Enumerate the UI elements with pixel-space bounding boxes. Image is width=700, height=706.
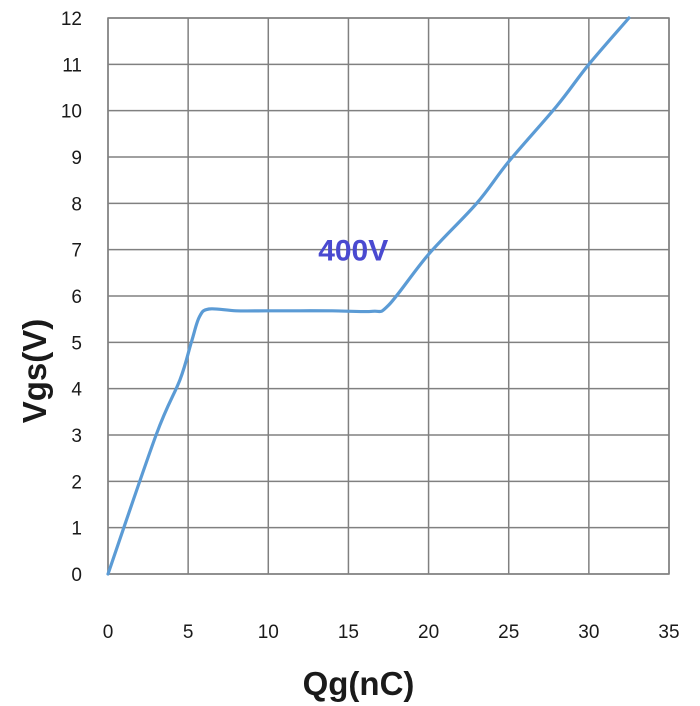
x-tick-label: 0 [103,622,114,643]
series-annotation: 400V [318,235,388,268]
y-tick-label: 1 [71,519,82,540]
y-tick-label: 9 [71,148,82,169]
y-tick-label: 8 [71,194,82,215]
y-tick-label: 7 [71,241,82,262]
y-tick-label: 0 [71,565,82,586]
y-tick-label: 11 [62,55,82,76]
plot-area [107,17,670,575]
annotation-layer: 400V [318,235,388,268]
series-line [106,16,631,576]
x-tick-label: 30 [578,622,599,643]
x-tick-label: 20 [418,622,439,643]
y-tick-label: 2 [71,472,82,493]
y-tick-label: 3 [71,426,82,447]
series-layer [106,16,631,576]
x-tick-label: 15 [338,622,359,643]
grid [107,17,670,575]
y-tick-label: 4 [71,380,82,401]
x-axis-label: Qg(nC) [303,665,415,702]
y-tick-label: 10 [61,102,82,123]
x-axis-ticks: 0 5 10 15 20 25 30 35 [103,622,680,643]
x-tick-label: 35 [658,622,679,643]
y-tick-label: 12 [61,9,82,30]
y-tick-label: 5 [71,333,82,354]
x-tick-label: 25 [498,622,519,643]
x-tick-label: 5 [183,622,194,643]
x-tick-label: 10 [258,622,279,643]
y-tick-label: 6 [71,287,82,308]
y-axis-label: Vgs(V) [16,319,53,424]
